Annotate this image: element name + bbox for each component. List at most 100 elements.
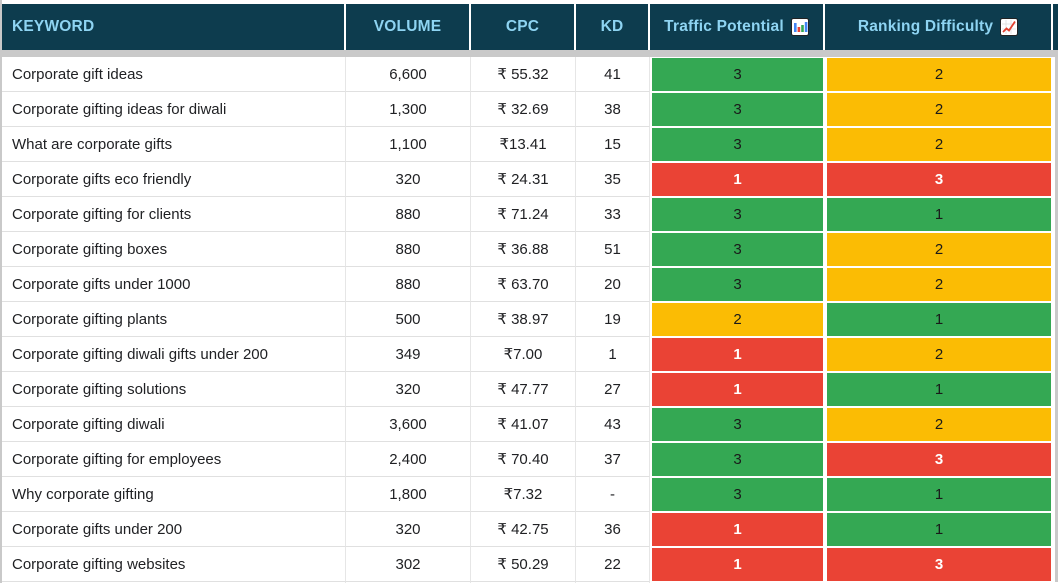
ranking-difficulty-cell: 2: [825, 267, 1053, 302]
keyword-cell[interactable]: Corporate gifting ideas for diwali: [2, 92, 346, 127]
table-row[interactable]: Corporate gifting ideas for diwali 1,300…: [2, 92, 1055, 127]
ranking-difficulty-cell: 1: [825, 302, 1053, 337]
header-gap: [2, 50, 1058, 57]
volume-cell: 880: [346, 232, 471, 267]
table-row[interactable]: Corporate gifting websites 302 ₹ 50.29 2…: [2, 547, 1055, 582]
ranking-difficulty-badge: 1: [827, 477, 1051, 511]
ranking-difficulty-badge: 2: [827, 57, 1051, 91]
kd-cell: 15: [576, 127, 650, 162]
table-row[interactable]: Why corporate gifting 1,800 ₹7.32 - 3 1: [2, 477, 1055, 512]
traffic-potential-badge: 3: [652, 197, 823, 231]
table-row[interactable]: Corporate gifting plants 500 ₹ 38.97 19 …: [2, 302, 1055, 337]
volume-cell: 320: [346, 162, 471, 197]
volume-cell: 6,600: [346, 57, 471, 92]
kd-cell: 36: [576, 512, 650, 547]
table-row[interactable]: Corporate gifting for clients 880 ₹ 71.2…: [2, 197, 1055, 232]
keyword-cell[interactable]: Corporate gifting for employees: [2, 442, 346, 477]
table-row[interactable]: Corporate gifts under 200 320 ₹ 42.75 36…: [2, 512, 1055, 547]
table-row[interactable]: Corporate gifts under 1000 880 ₹ 63.70 2…: [2, 267, 1055, 302]
traffic-potential-cell: 1: [650, 512, 825, 547]
traffic-potential-badge: 3: [652, 442, 823, 476]
traffic-potential-badge: 3: [652, 477, 823, 511]
traffic-potential-cell: 1: [650, 162, 825, 197]
column-header-cpc-label: CPC: [505, 18, 540, 35]
ranking-difficulty-badge: 1: [827, 197, 1051, 231]
top-margin-strip: [2, 0, 1058, 4]
traffic-potential-cell: 3: [650, 197, 825, 232]
traffic-potential-cell: 1: [650, 547, 825, 582]
traffic-potential-cell: 3: [650, 92, 825, 127]
keyword-cell[interactable]: Corporate gifts under 1000: [2, 267, 346, 302]
column-header-ranking-difficulty[interactable]: Ranking Difficulty: [825, 4, 1053, 50]
keyword-cell[interactable]: Corporate gifting diwali: [2, 407, 346, 442]
traffic-potential-cell: 3: [650, 232, 825, 267]
traffic-potential-badge: 3: [652, 232, 823, 266]
volume-cell: 1,100: [346, 127, 471, 162]
kd-cell: 35: [576, 162, 650, 197]
column-header-kd[interactable]: KD: [576, 4, 650, 50]
column-header-traffic-potential-label: Traffic Potential: [664, 18, 784, 35]
ranking-difficulty-cell: 2: [825, 127, 1053, 162]
traffic-potential-badge: 1: [652, 372, 823, 406]
volume-cell: 349: [346, 337, 471, 372]
cpc-cell: ₹ 42.75: [471, 512, 576, 547]
keyword-cell[interactable]: Corporate gifting solutions: [2, 372, 346, 407]
column-header-traffic-potential[interactable]: Traffic Potential: [650, 4, 825, 50]
kd-cell: 41: [576, 57, 650, 92]
traffic-potential-cell: 1: [650, 372, 825, 407]
ranking-difficulty-cell: 2: [825, 337, 1053, 372]
volume-cell: 1,300: [346, 92, 471, 127]
ranking-difficulty-badge: 1: [827, 372, 1051, 406]
column-header-keyword[interactable]: KEYWORD: [2, 4, 346, 50]
volume-cell: 500: [346, 302, 471, 337]
table-row[interactable]: Corporate gifting boxes 880 ₹ 36.88 51 3…: [2, 232, 1055, 267]
cpc-cell: ₹ 55.32: [471, 57, 576, 92]
keyword-cell[interactable]: Why corporate gifting: [2, 477, 346, 512]
keyword-cell[interactable]: Corporate gifting diwali gifts under 200: [2, 337, 346, 372]
traffic-potential-badge: 3: [652, 267, 823, 301]
keyword-cell[interactable]: What are corporate gifts: [2, 127, 346, 162]
table-header-row: KEYWORD VOLUME CPC KD Traffic Potential: [2, 4, 1058, 50]
ranking-difficulty-cell: 3: [825, 547, 1053, 582]
cpc-cell: ₹ 36.88: [471, 232, 576, 267]
table-row[interactable]: What are corporate gifts 1,100 ₹13.41 15…: [2, 127, 1055, 162]
keyword-cell[interactable]: Corporate gifting websites: [2, 547, 346, 582]
kd-cell: 38: [576, 92, 650, 127]
traffic-potential-cell: 2: [650, 302, 825, 337]
traffic-potential-cell: 3: [650, 57, 825, 92]
traffic-potential-cell: 3: [650, 407, 825, 442]
keyword-cell[interactable]: Corporate gifting plants: [2, 302, 346, 337]
cpc-cell: ₹13.41: [471, 127, 576, 162]
table-row[interactable]: Corporate gifts eco friendly 320 ₹ 24.31…: [2, 162, 1055, 197]
ranking-difficulty-cell: 2: [825, 232, 1053, 267]
keyword-cell[interactable]: Corporate gifts eco friendly: [2, 162, 346, 197]
ranking-difficulty-badge: 2: [827, 92, 1051, 126]
column-header-kd-label: KD: [600, 18, 624, 35]
table-row[interactable]: Corporate gifting diwali gifts under 200…: [2, 337, 1055, 372]
keyword-cell[interactable]: Corporate gifts under 200: [2, 512, 346, 547]
cpc-cell: ₹ 38.97: [471, 302, 576, 337]
volume-cell: 320: [346, 512, 471, 547]
ranking-difficulty-cell: 3: [825, 442, 1053, 477]
keyword-cell[interactable]: Corporate gifting for clients: [2, 197, 346, 232]
table-row[interactable]: Corporate gift ideas 6,600 ₹ 55.32 41 3 …: [2, 57, 1055, 92]
volume-cell: 880: [346, 197, 471, 232]
keyword-cell[interactable]: Corporate gift ideas: [2, 57, 346, 92]
table-row[interactable]: Corporate gifting solutions 320 ₹ 47.77 …: [2, 372, 1055, 407]
kd-cell: 20: [576, 267, 650, 302]
keyword-cell[interactable]: Corporate gifting boxes: [2, 232, 346, 267]
ranking-difficulty-badge: 2: [827, 337, 1051, 371]
ranking-difficulty-cell: 1: [825, 372, 1053, 407]
kd-cell: 51: [576, 232, 650, 267]
bar-chart-icon: [790, 18, 809, 36]
column-header-cpc[interactable]: CPC: [471, 4, 576, 50]
table-row[interactable]: Corporate gifting diwali 3,600 ₹ 41.07 4…: [2, 407, 1055, 442]
column-header-volume[interactable]: VOLUME: [346, 4, 471, 50]
table-row[interactable]: Corporate gifting for employees 2,400 ₹ …: [2, 442, 1055, 477]
ranking-difficulty-cell: 1: [825, 477, 1053, 512]
column-header-cut-off: [1053, 4, 1058, 50]
kd-cell: 19: [576, 302, 650, 337]
volume-cell: 2,400: [346, 442, 471, 477]
kd-cell: 1: [576, 337, 650, 372]
